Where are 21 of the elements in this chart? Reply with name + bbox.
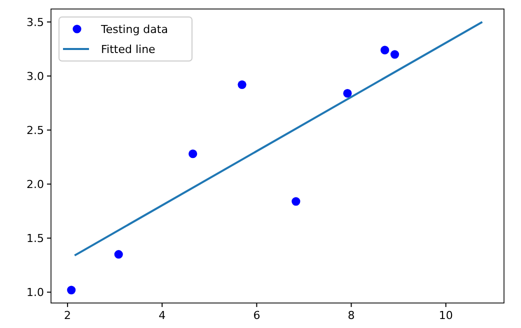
point	[292, 197, 300, 206]
x-tick-label: 10	[438, 309, 453, 322]
point	[380, 46, 390, 54]
point	[188, 150, 198, 158]
legend-label: Fitted line	[101, 43, 156, 56]
point	[343, 89, 352, 98]
point	[238, 80, 246, 89]
x-tick-label: 2	[64, 309, 72, 322]
y-tick-label: 3.0	[26, 70, 44, 84]
y-tick-label: 3.5	[26, 16, 44, 29]
x-tick-label: 8	[348, 309, 355, 322]
x-tick-label: 6	[253, 309, 260, 322]
y-tick-label: 1.0	[26, 286, 44, 300]
x-tick-label: 4	[158, 309, 166, 322]
point	[67, 286, 76, 294]
y-tick-label: 2.0	[26, 178, 44, 192]
point	[114, 250, 123, 259]
y-tick-label: 2.5	[26, 124, 44, 138]
y-tick-label: 1.5	[26, 232, 44, 246]
point	[390, 50, 400, 59]
legend-label: Testing data	[100, 23, 168, 36]
